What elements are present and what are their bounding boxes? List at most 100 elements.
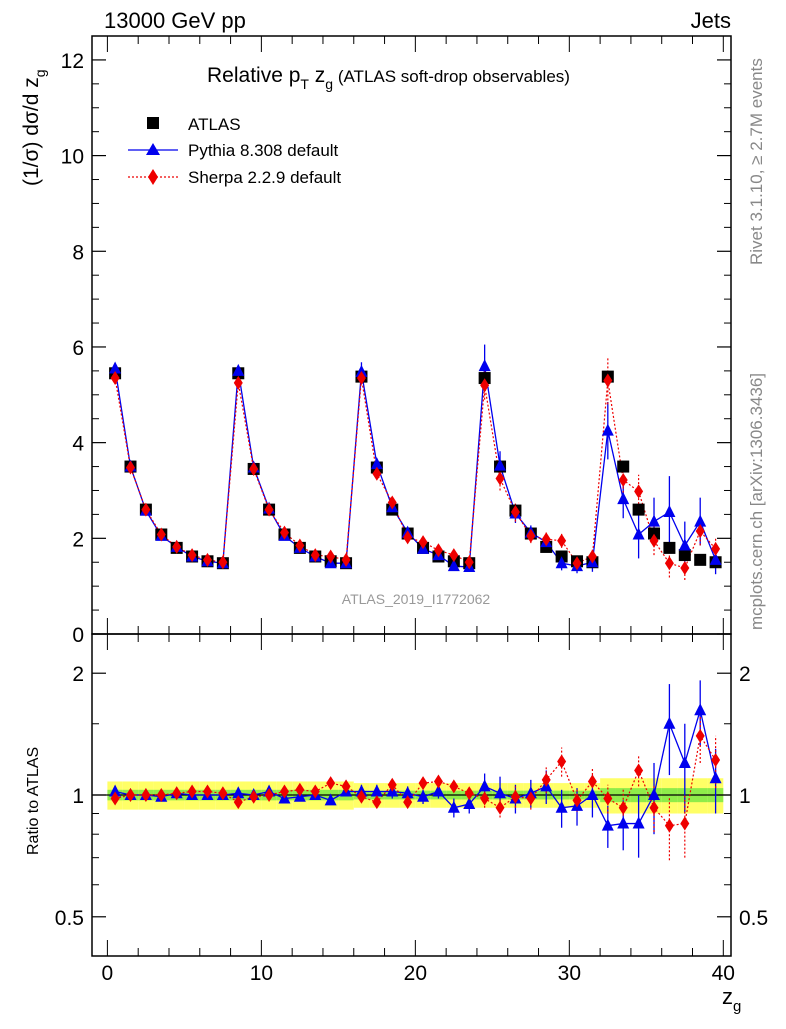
sherpa-point (572, 556, 582, 571)
pythia-point (370, 457, 383, 470)
legend-pythia-marker (146, 143, 160, 155)
ratio-sherpa-point (541, 772, 551, 787)
ratio-pythia-point (648, 788, 661, 800)
sherpa-point (618, 472, 628, 487)
ratio-sherpa-point (279, 784, 289, 799)
atlas-point (648, 527, 661, 540)
pythia-point (109, 361, 122, 374)
pythia-point (694, 514, 707, 527)
sherpa-point (449, 548, 459, 563)
ratio-ytick-label: 2 (72, 663, 84, 686)
sherpa-point (387, 495, 397, 510)
pythia-point (601, 423, 614, 436)
sherpa-point (510, 505, 520, 520)
sherpa-point (356, 371, 366, 386)
ratio-sherpa-point (664, 818, 674, 833)
atlas-point (617, 460, 630, 473)
ratio-sherpa-point (387, 777, 397, 792)
ratio-sherpa-point (510, 789, 520, 804)
ratio-pythia-point (478, 779, 491, 792)
ratio-sherpa-point (218, 786, 228, 801)
atlas-point (694, 553, 707, 566)
ratio-sherpa-point (249, 789, 259, 804)
ratio-sherpa-point (557, 754, 567, 769)
sherpa-point (634, 484, 644, 499)
atlas-point (678, 549, 691, 562)
sherpa-point (557, 533, 567, 548)
ratio-pythia-point (709, 771, 722, 784)
sherpa-point (495, 471, 505, 486)
ratio-pythia-point (324, 793, 337, 806)
atlas-point (478, 372, 491, 385)
sherpa-point (110, 371, 120, 386)
ratio-pythia-line (114, 707, 717, 827)
pythia-point (447, 559, 460, 572)
sherpa-point (695, 524, 705, 539)
ratio-sherpa-point (187, 784, 197, 799)
atlas-point (663, 541, 676, 554)
ratio-ytick-label-right: 2 (739, 663, 751, 686)
ratio-xtick-label: 20 (404, 962, 427, 985)
pythia-point (648, 514, 661, 527)
header-right: Jets (691, 8, 731, 33)
ratio-pythia-point (463, 797, 476, 810)
ratio-pythia-point (401, 786, 414, 799)
ratio-pythia-point (370, 784, 383, 797)
sherpa-point (187, 548, 197, 563)
ratio-sherpa-point (110, 791, 120, 806)
header-left: 13000 GeV pp (104, 8, 246, 33)
ratio-xtick-label: 0 (102, 962, 114, 985)
pythia-point (555, 556, 568, 569)
ratio-sherpa-point (572, 793, 582, 808)
sherpa-point (279, 525, 289, 540)
ratio-pythia-point (417, 789, 430, 802)
main-ytick-label: 12 (61, 50, 84, 73)
ratio-pythia-point (494, 786, 507, 799)
main-ytick-label: 8 (72, 241, 84, 264)
sherpa-point (141, 502, 151, 517)
sherpa-line (114, 377, 717, 569)
ratio-sherpa-point (695, 728, 705, 743)
sherpa-point (464, 555, 474, 570)
ratio-sherpa-point (141, 788, 151, 802)
sherpa-point (218, 555, 228, 570)
ratio-sherpa-point (418, 776, 428, 791)
ratio-sherpa-point (233, 795, 243, 810)
pythia-point (232, 363, 245, 376)
ratio-ytick-label-right: 0.5 (739, 907, 768, 930)
ratio-pythia-point (663, 716, 676, 729)
sherpa-point (310, 548, 320, 563)
ratio-sherpa-point (618, 800, 628, 815)
ratio-xlabel: zg (722, 984, 741, 1015)
ratio-sherpa-point (202, 784, 212, 799)
ratio-sherpa-point (449, 779, 459, 794)
analysis-watermark: ATLAS_2019_I1772062 (342, 591, 491, 607)
ratio-pythia-point (694, 703, 707, 716)
ratio-xtick-label: 10 (250, 962, 273, 985)
legend-atlas-label: ATLAS (188, 115, 241, 134)
ratio-sherpa-point (356, 789, 366, 804)
sherpa-point (403, 530, 413, 545)
sherpa-point (264, 502, 274, 517)
sherpa-point (480, 378, 490, 393)
main-ytick-label: 2 (72, 528, 84, 551)
sherpa-point (341, 552, 351, 567)
ratio-pythia-point (232, 786, 245, 799)
ratio-pythia-point (109, 784, 122, 797)
sherpa-point (603, 373, 613, 388)
sherpa-point (202, 552, 212, 567)
ratio-pythia-point (678, 755, 691, 768)
pythia-point (494, 458, 507, 471)
ratio-ytick-label: 0.5 (55, 907, 84, 930)
legend-pythia-label: Pythia 8.308 default (188, 141, 339, 160)
legend-atlas-marker (147, 117, 159, 129)
pythia-point (617, 492, 630, 505)
pythia-point (709, 552, 722, 565)
sherpa-point (295, 538, 305, 553)
sherpa-point (233, 375, 243, 390)
ratio-ytick-label: 1 (72, 785, 84, 808)
ratio-pythia-point (432, 784, 445, 797)
